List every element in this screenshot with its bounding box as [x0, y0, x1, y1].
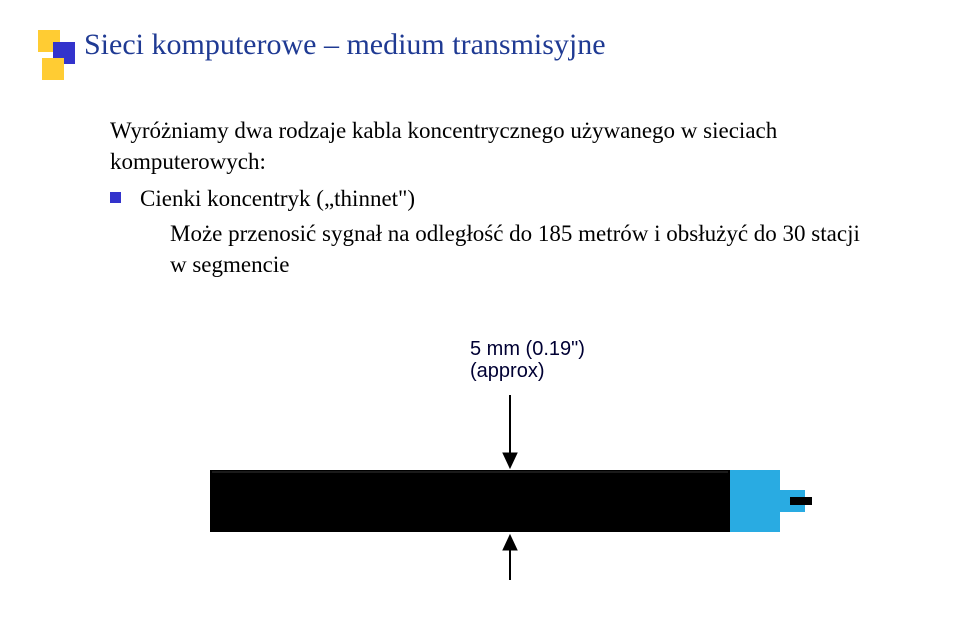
figure-label-1: 5 mm (0.19") — [470, 338, 585, 360]
decor-square-3 — [42, 58, 64, 80]
bullet-item: Cienki koncentryk („thinnet") — [110, 183, 870, 214]
cable-core — [790, 497, 812, 505]
corner-decoration — [38, 30, 88, 91]
cable-figure: 5 mm (0.19") (approx) — [200, 335, 820, 585]
bottom-arrow-icon — [503, 535, 517, 580]
slide-title: Sieci komputerowe – medium transmisyjne — [84, 28, 606, 62]
slide-body: Wyróżniamy dwa rodzaje kabla koncentrycz… — [110, 115, 870, 280]
cable-left-edge — [200, 470, 210, 532]
cable-outer — [210, 470, 730, 532]
bullet-marker-icon — [110, 192, 121, 203]
bullet-label: Cienki koncentryk („thinnet") — [140, 186, 415, 211]
bullet-subtext: Może przenosić sygnał na odległość do 18… — [110, 218, 870, 280]
intro-text: Wyróżniamy dwa rodzaje kabla koncentrycz… — [110, 115, 870, 177]
top-arrow-icon — [503, 395, 517, 468]
cable-right-sheath — [730, 470, 780, 532]
slide: Sieci komputerowe – medium transmisyjne … — [0, 0, 960, 624]
figure-label-2: (approx) — [470, 360, 544, 382]
